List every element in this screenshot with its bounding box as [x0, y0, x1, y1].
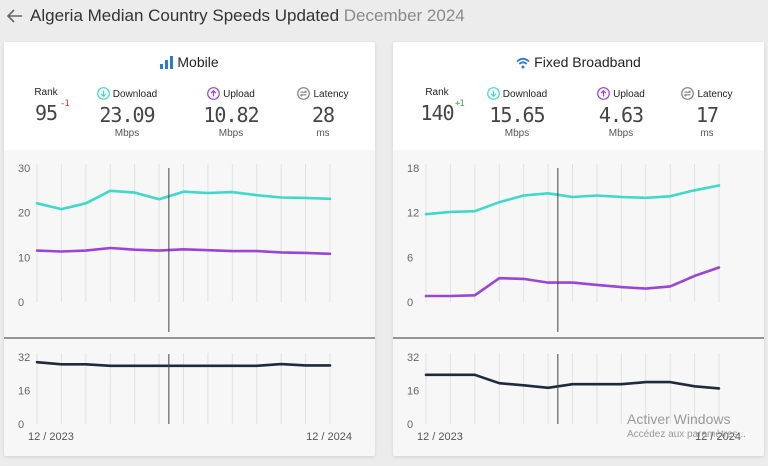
- fixed-latency-value: 17: [695, 103, 719, 127]
- fixed-speed-download-line[interactable]: [424, 184, 721, 216]
- fixed-download: Download 15.65 Mbps: [482, 87, 552, 139]
- fixed-rank: Rank 140 +1: [417, 87, 464, 125]
- mobile-latency-y-tick: 0: [18, 419, 24, 431]
- mobile-upload: Upload 10.82 Mbps: [196, 87, 266, 139]
- mobile-speed-y-tick: 30: [18, 163, 30, 175]
- fixed-latency-label: Latency: [697, 89, 733, 100]
- mobile-chart[interactable]: 0 10 20 30 0 16 32 12 / 2023 12 / 2024: [4, 150, 375, 456]
- fixed-download-unit: Mbps: [504, 128, 530, 139]
- fixed-upload-value: 4.63: [598, 103, 644, 127]
- fixed-speed-y-tick: 6: [407, 252, 413, 264]
- upload-icon: [207, 87, 221, 100]
- mobile-rank-label: Rank: [34, 87, 58, 98]
- upload-icon: [597, 87, 611, 100]
- mobile-upload-unit: Mbps: [218, 128, 244, 139]
- page-header: Algeria Median Country Speeds Updated De…: [0, 0, 768, 34]
- mobile-rank: Rank 95 -1: [26, 87, 70, 125]
- mobile-upload-value: 10.82: [203, 103, 259, 127]
- mobile-speed-upload-line[interactable]: [35, 246, 332, 256]
- fixed-speed-upload-line[interactable]: [424, 266, 721, 298]
- fixed-latency: Latency 17 ms: [672, 87, 742, 139]
- mobile-upload-label: Upload: [223, 89, 255, 100]
- fixed-broadband-chart[interactable]: 0 6 12 18 0 16 32 12 / 2023 12 / 2024: [393, 150, 764, 456]
- mobile-latency-y-tick: 16: [18, 386, 30, 398]
- fixed-upload: Upload 4.63 Mbps: [586, 87, 656, 139]
- mobile-card-title-text: Mobile: [177, 54, 219, 70]
- fixed-latency-unit: ms: [700, 128, 714, 139]
- fixed-latency-y-tick: 0: [407, 419, 413, 431]
- mobile-rank-value: 95: [34, 101, 58, 125]
- fixed-upload-unit: Mbps: [608, 128, 634, 139]
- mobile-download-unit: Mbps: [114, 128, 140, 139]
- fixed-latency-latency-line[interactable]: [424, 373, 721, 390]
- mobile-latency-y-tick: 32: [18, 352, 30, 364]
- mobile-latency-unit: ms: [316, 128, 330, 139]
- mobile-speed-y-tick: 20: [18, 208, 30, 220]
- fixed-rank-value: 140: [420, 101, 454, 125]
- fixed-download-label: Download: [502, 89, 548, 100]
- fixed-speed-y-tick: 12: [407, 208, 419, 220]
- fixed-rank-change: +1: [455, 99, 465, 109]
- fixed-card-summary: Fixed Broadband Rank 140 +1 Download 15.…: [393, 42, 764, 150]
- fixed-broadband-card: Fixed Broadband Rank 140 +1 Download 15.…: [393, 42, 764, 456]
- mobile-card-summary: Mobile Rank 95 -1 Download 23.09 Mbps Up…: [4, 42, 375, 150]
- signal-bars-icon: [160, 56, 174, 69]
- latency-icon: [681, 87, 695, 100]
- mobile-latency: Latency 28 ms: [288, 87, 358, 139]
- fixed-latency-y-tick: 32: [407, 352, 419, 364]
- mobile-speed-y-tick: 0: [18, 297, 24, 309]
- fixed-x-start-label: 12 / 2023: [417, 431, 463, 443]
- back-arrow-icon[interactable]: [6, 6, 24, 26]
- mobile-latency-value: 28: [311, 103, 335, 127]
- mobile-speed-download-line[interactable]: [35, 189, 332, 211]
- mobile-x-end-label: 12 / 2024: [306, 431, 352, 443]
- mobile-download-label: Download: [112, 89, 158, 100]
- mobile-download-value: 23.09: [99, 103, 155, 127]
- fixed-card-title-text: Fixed Broadband: [534, 54, 641, 70]
- fixed-speed-y-tick: 18: [407, 163, 419, 175]
- mobile-latency-latency-line[interactable]: [35, 360, 332, 368]
- wifi-icon: [516, 57, 530, 69]
- watermark-line2: Accédez aux paramètres...: [627, 429, 746, 440]
- fixed-rank-label: Rank: [425, 87, 449, 98]
- mobile-speed-y-tick: 10: [18, 252, 30, 264]
- mobile-latency-label: Latency: [313, 89, 349, 100]
- watermark-line1: Activer Windows: [627, 411, 731, 427]
- fixed-card-title: Fixed Broadband: [393, 54, 764, 70]
- page-title: Algeria Median Country Speeds Updated De…: [30, 6, 465, 26]
- fixed-download-value: 15.65: [489, 103, 545, 127]
- fixed-speed-y-tick: 0: [407, 297, 413, 309]
- windows-activation-watermark: Activer Windows Accédez aux paramètres..…: [627, 411, 746, 440]
- download-icon: [96, 87, 110, 100]
- fixed-upload-label: Upload: [613, 89, 645, 100]
- mobile-download: Download 23.09 Mbps: [92, 87, 162, 139]
- mobile-x-start-label: 12 / 2023: [28, 431, 74, 443]
- mobile-rank-change: -1: [60, 99, 70, 109]
- mobile-card-title: Mobile: [4, 54, 375, 70]
- fixed-latency-y-tick: 16: [407, 386, 419, 398]
- page-title-date: December 2024: [343, 6, 465, 25]
- latency-icon: [297, 87, 311, 100]
- page-title-text: Algeria Median Country Speeds Updated: [30, 6, 340, 25]
- download-icon: [486, 87, 500, 100]
- mobile-card: Mobile Rank 95 -1 Download 23.09 Mbps Up…: [4, 42, 375, 456]
- fixed-x-end-label: 12 / 2024: [695, 431, 741, 443]
